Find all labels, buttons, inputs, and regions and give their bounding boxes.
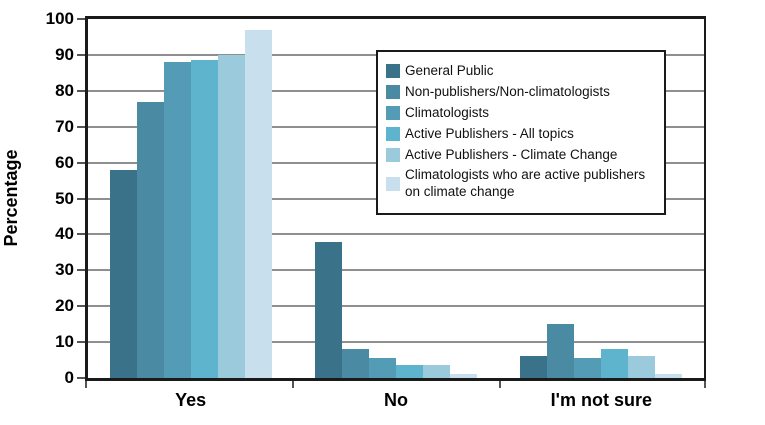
x-tick-label: No bbox=[384, 390, 408, 410]
bar bbox=[163, 62, 191, 378]
legend: General Public Non-publishers/Non-climato… bbox=[376, 50, 666, 216]
bar-group-0 bbox=[88, 29, 293, 378]
y-tick-label: 100 bbox=[45, 9, 74, 28]
legend-label: Active Publishers - All topics bbox=[405, 125, 574, 141]
legend-swatch bbox=[386, 127, 400, 142]
y-tick-label: 10 bbox=[55, 332, 74, 352]
y-tick-mark bbox=[77, 233, 85, 236]
legend-swatch bbox=[386, 177, 400, 192]
y-tick-mark bbox=[77, 89, 85, 92]
gridline bbox=[88, 341, 704, 344]
y-tick-mark bbox=[77, 197, 85, 200]
y-tick-label: 60 bbox=[55, 152, 74, 172]
bar bbox=[655, 374, 683, 378]
y-tick-mark bbox=[77, 161, 85, 164]
bar bbox=[520, 356, 548, 378]
bar-group-1 bbox=[293, 241, 498, 378]
legend-label: Non-publishers/Non-climatologists bbox=[405, 83, 610, 99]
legend-item: Climatologists who are active publishers… bbox=[386, 167, 656, 201]
x-tick-mark bbox=[499, 381, 501, 388]
y-tick-label: 70 bbox=[55, 116, 74, 136]
legend-item: General Public bbox=[386, 63, 656, 80]
bar bbox=[601, 349, 629, 378]
y-tick-mark bbox=[77, 53, 85, 56]
bar bbox=[449, 374, 477, 378]
legend-item: Climatologists bbox=[386, 105, 656, 122]
legend-swatch bbox=[386, 85, 400, 100]
y-tick-label: 50 bbox=[55, 188, 74, 208]
legend-swatch bbox=[386, 147, 400, 162]
legend-item: Non-publishers/Non-climatologists bbox=[386, 84, 656, 101]
x-tick-label: I'm not sure bbox=[550, 390, 652, 410]
gridline bbox=[88, 305, 704, 308]
bar bbox=[244, 29, 272, 378]
legend-item: Active Publishers - All topics bbox=[386, 126, 656, 143]
y-tick-mark bbox=[77, 305, 85, 308]
y-tick-mark bbox=[77, 341, 85, 344]
gridline bbox=[88, 233, 704, 236]
y-tick-label: 80 bbox=[55, 80, 74, 100]
y-tick-label: 90 bbox=[55, 44, 74, 64]
bar bbox=[574, 358, 602, 378]
bar bbox=[422, 365, 450, 378]
legend-swatch bbox=[386, 106, 400, 121]
y-axis-title: Percentage bbox=[1, 149, 21, 247]
bar bbox=[395, 365, 423, 378]
gridline bbox=[88, 269, 704, 272]
y-tick-label: 40 bbox=[55, 224, 74, 244]
bar bbox=[628, 356, 656, 378]
legend-item: Active Publishers - Climate Change bbox=[386, 147, 656, 164]
x-tick-mark bbox=[704, 381, 706, 388]
legend-label: Climatologists who are active publishers… bbox=[405, 167, 646, 200]
y-tick-mark bbox=[77, 125, 85, 128]
x-tick-mark bbox=[85, 381, 87, 388]
bar bbox=[190, 60, 218, 378]
bar bbox=[341, 349, 369, 378]
bar bbox=[136, 101, 164, 378]
x-tick-mark bbox=[292, 381, 294, 388]
legend-label: General Public bbox=[405, 63, 494, 78]
y-tick-label: 30 bbox=[55, 260, 74, 280]
y-tick-label: 20 bbox=[55, 296, 74, 316]
legend-swatch bbox=[386, 64, 400, 79]
bar bbox=[368, 358, 396, 378]
bar bbox=[314, 241, 342, 378]
legend-label: Climatologists bbox=[405, 104, 490, 120]
x-tick-label: Yes bbox=[175, 390, 207, 410]
bar bbox=[547, 324, 575, 378]
y-tick-mark bbox=[77, 18, 85, 20]
bar bbox=[217, 54, 245, 378]
legend-label: Active Publishers - Climate Change bbox=[405, 146, 618, 162]
y-tick-mark bbox=[77, 377, 85, 379]
y-tick-label: 0 bbox=[64, 368, 74, 387]
y-tick-mark bbox=[77, 269, 85, 272]
plot-inner bbox=[88, 19, 704, 378]
bar bbox=[109, 169, 137, 378]
bar-group-2 bbox=[499, 324, 704, 378]
